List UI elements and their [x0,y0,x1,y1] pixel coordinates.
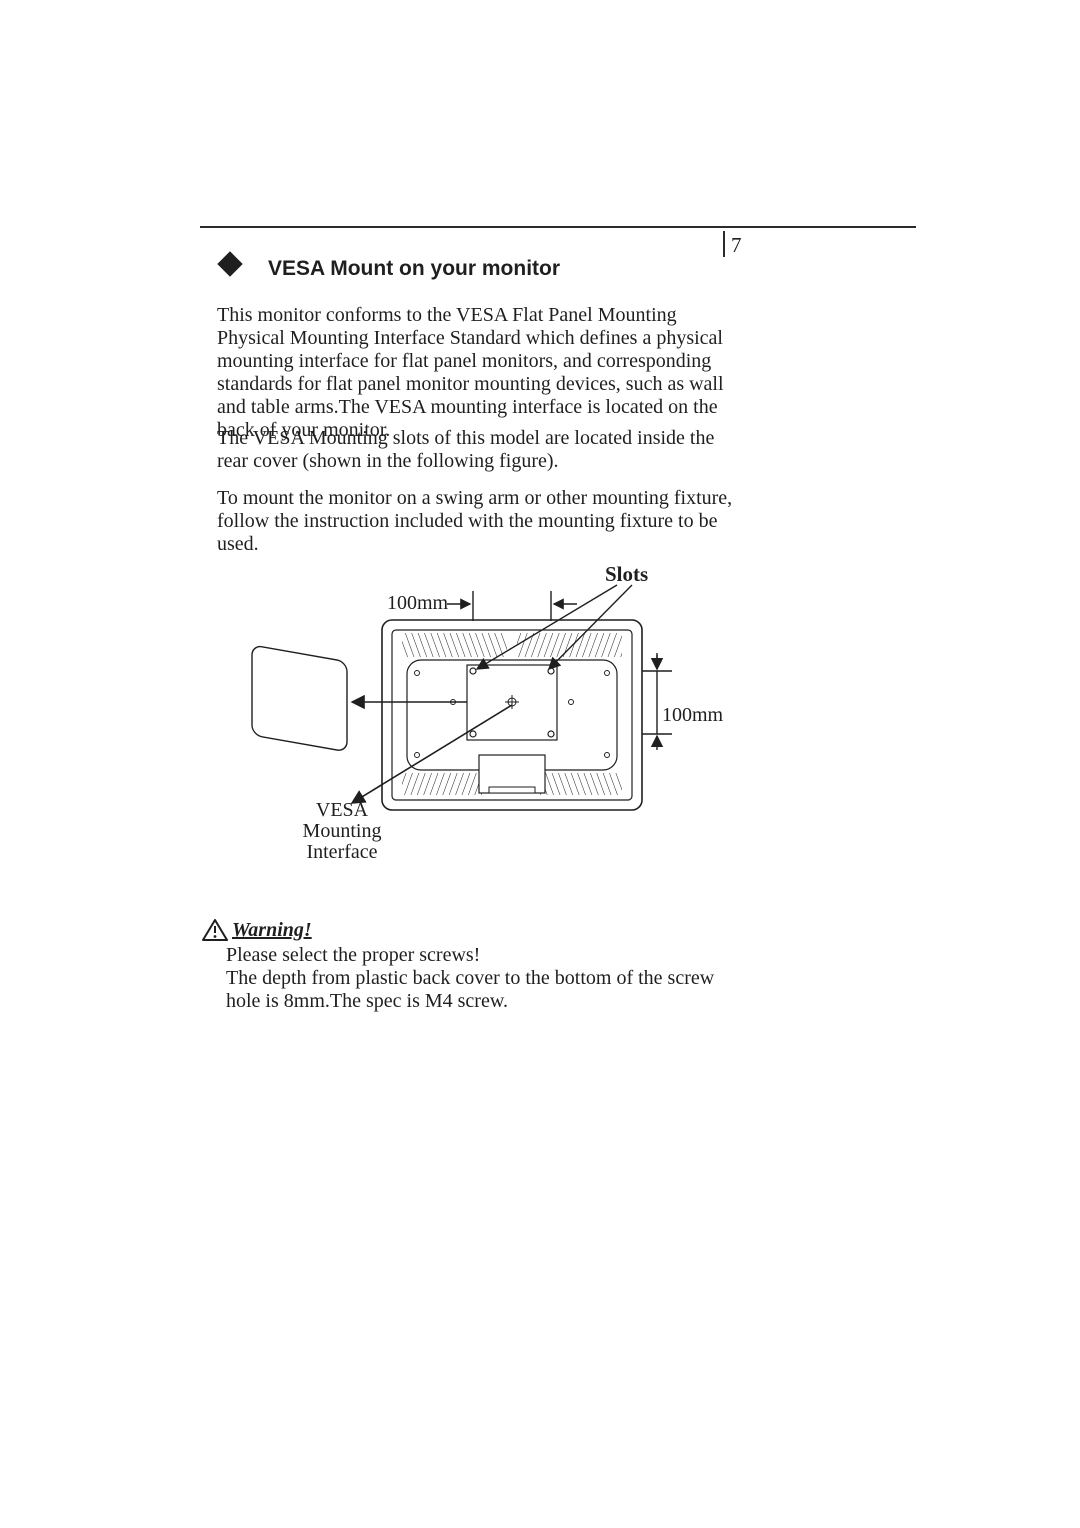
header-rule [200,226,916,228]
warning-line-2: The depth from plastic back cover to the… [226,967,714,1012]
label-vesa-line3: Interface [306,841,377,863]
warning-header: Warning! [202,918,742,942]
label-100mm-vertical: 100mm [662,705,723,726]
warning-body: Please select the proper screws! The dep… [226,944,742,1013]
label-vesa-line1: VESA [316,799,368,821]
warning-block: Warning! Please select the proper screws… [202,918,742,1013]
paragraph-1: This monitor conforms to the VESA Flat P… [217,304,737,442]
diamond-bullet-icon [220,259,240,279]
label-vesa-line2: Mounting [303,820,382,842]
label-slots: Slots [605,563,648,585]
label-vesa-interface: VESA Mounting Interface [282,800,402,863]
section-heading-row: VESA Mount on your monitor [220,257,560,281]
warning-line-1: Please select the proper screws! [226,944,480,966]
page-number: 7 [731,233,742,258]
section-title: VESA Mount on your monitor [268,257,560,281]
label-100mm-horizontal: 100mm [387,593,448,614]
warning-icon [202,918,228,942]
vesa-mount-diagram: Slots 100mm 100mm VESA Mounting Interfac… [217,555,757,875]
manual-page: 7 VESA Mount on your monitor This monito… [0,0,1080,1528]
paragraph-2: The VESA Mounting slots of this model ar… [217,427,737,473]
page-number-divider [723,231,725,257]
warning-title: Warning! [232,919,312,942]
paragraph-3: To mount the monitor on a swing arm or o… [217,487,737,556]
